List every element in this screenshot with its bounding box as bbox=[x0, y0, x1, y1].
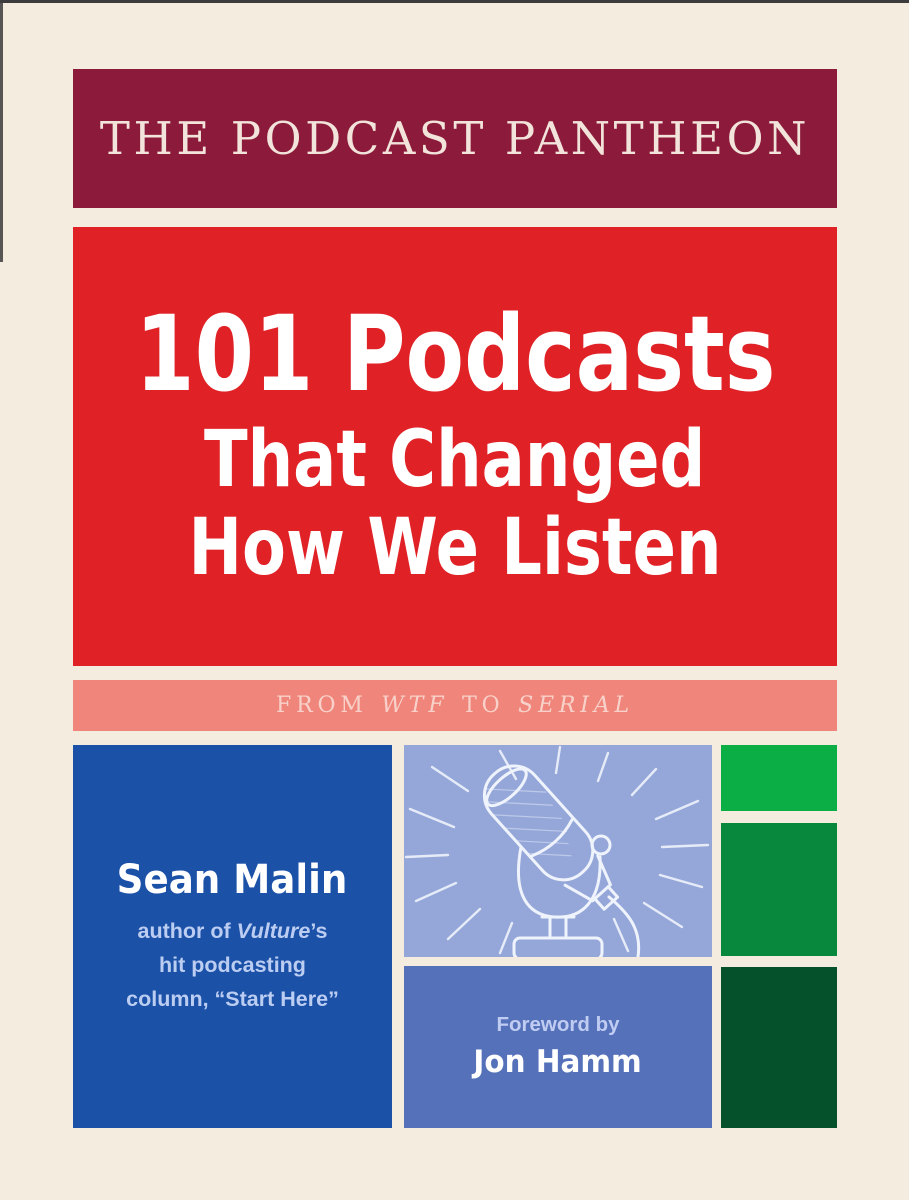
title-line-2: That Changed bbox=[204, 415, 706, 506]
credit-suffix: ’s bbox=[310, 918, 328, 943]
tagline-word-from: FROM bbox=[275, 693, 368, 718]
author-credit-line-2: hit podcasting bbox=[159, 952, 306, 977]
series-title: THE PODCAST PANTHEON bbox=[99, 112, 811, 165]
tagline-word-wtf: WTF bbox=[381, 693, 449, 718]
credit-prefix: author of bbox=[137, 918, 231, 943]
title-line-1: 101 Podcasts bbox=[134, 293, 776, 416]
mic-panel bbox=[404, 745, 712, 957]
tagline-band: FROM WTF TO SERIAL bbox=[73, 680, 837, 731]
title-panel: 101 Podcasts That Changed How We Listen bbox=[73, 227, 837, 666]
title-line-3: How We Listen bbox=[188, 502, 722, 593]
author-panel: Sean Malin author of Vulture’s hit podca… bbox=[73, 745, 392, 1128]
author-credit-line-1: author of Vulture’s bbox=[126, 914, 339, 948]
author-name: Sean Malin bbox=[117, 856, 348, 903]
masthead-band: THE PODCAST PANTHEON bbox=[73, 69, 837, 208]
green-tile-medium bbox=[721, 823, 837, 956]
foreword-name: Jon Hamm bbox=[473, 1043, 643, 1080]
author-credit: author of Vulture’s hit podcasting colum… bbox=[126, 914, 339, 1016]
author-credit-line-3: column, “Start Here” bbox=[126, 986, 339, 1011]
sunburst-rays bbox=[404, 745, 710, 955]
window-left-edge bbox=[0, 0, 3, 262]
window-top-edge bbox=[0, 0, 909, 3]
microphone-icon bbox=[404, 745, 710, 957]
tagline-word-to: TO bbox=[462, 693, 505, 718]
credit-publication: Vulture bbox=[236, 918, 311, 943]
tagline-word-serial: SERIAL bbox=[518, 693, 635, 718]
foreword-label: Foreword by bbox=[496, 1013, 620, 1037]
green-tile-bright bbox=[721, 745, 837, 811]
foreword-panel: Foreword by Jon Hamm bbox=[404, 966, 712, 1128]
green-tile-dark bbox=[721, 967, 837, 1128]
microphone-body bbox=[482, 764, 641, 957]
